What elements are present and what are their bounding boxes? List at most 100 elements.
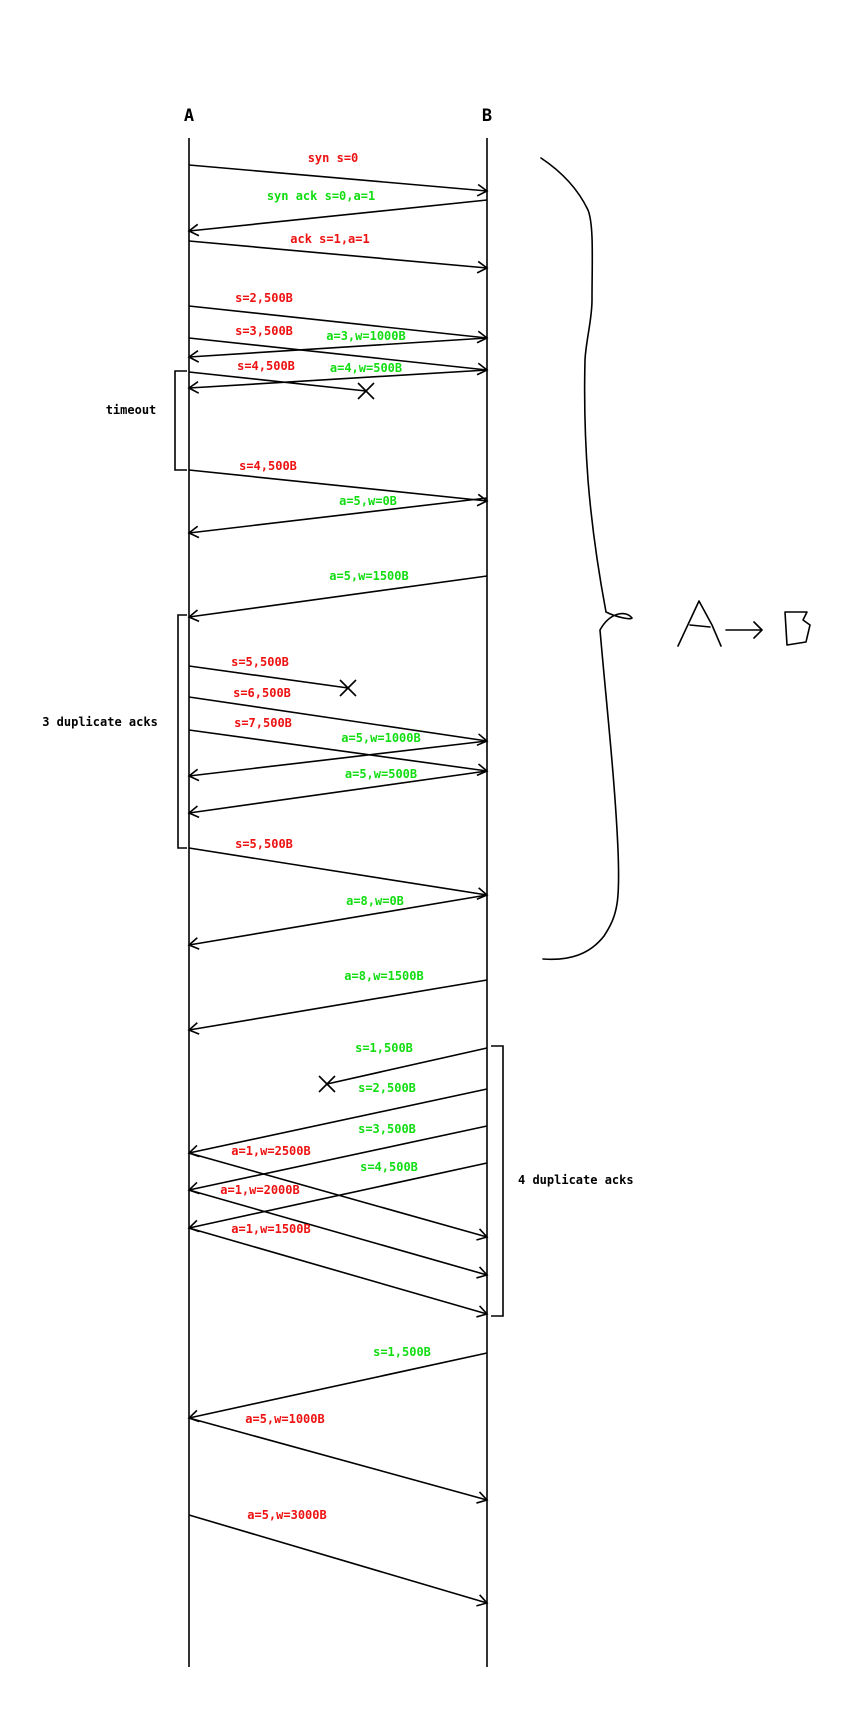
annotation-bracket bbox=[491, 1045, 504, 1317]
message-12: s=5,500B bbox=[188, 655, 357, 697]
message-arrow bbox=[188, 894, 488, 946]
message-arrow bbox=[188, 740, 488, 777]
message-label: a=5,w=1500B bbox=[329, 569, 408, 583]
message-label: a=8,w=1500B bbox=[344, 969, 423, 983]
message-label: a=5,w=500B bbox=[345, 767, 417, 781]
arrowhead-icon bbox=[476, 1228, 489, 1241]
message-arrow bbox=[188, 1125, 488, 1191]
message-11: a=5,w=1500B bbox=[187, 569, 488, 623]
message-arrow bbox=[188, 770, 488, 814]
message-arrow bbox=[188, 1352, 488, 1419]
message-arrow bbox=[188, 305, 488, 339]
arrowhead-icon bbox=[187, 381, 200, 394]
message-19: a=8,w=1500B bbox=[187, 969, 488, 1035]
message-arrow bbox=[188, 1514, 488, 1604]
lost-packet-cross-icon bbox=[357, 382, 375, 400]
message-3: ack s=1,a=1 bbox=[188, 232, 489, 274]
message-26: a=1,w=1500B bbox=[188, 1222, 489, 1318]
message-arrow bbox=[188, 696, 488, 742]
message-label: syn s=0 bbox=[308, 151, 359, 165]
arrowhead-icon bbox=[476, 260, 489, 274]
annotation-1: timeout bbox=[106, 370, 187, 471]
annotation-bracket bbox=[177, 614, 187, 849]
message-label: s=4,500B bbox=[360, 1160, 418, 1174]
message-label: s=4,500B bbox=[237, 359, 295, 373]
message-17: s=5,500B bbox=[188, 837, 489, 900]
arrowhead-icon bbox=[187, 609, 200, 623]
arrowhead-icon bbox=[187, 805, 200, 819]
lost-packet-cross-icon bbox=[339, 679, 357, 697]
message-label: a=4,w=500B bbox=[330, 361, 402, 375]
message-label: a=5,w=1000B bbox=[245, 1412, 324, 1426]
arrowhead-icon bbox=[187, 937, 200, 950]
message-25: a=1,w=2000B bbox=[188, 1183, 489, 1279]
arrowhead-icon bbox=[187, 223, 200, 237]
message-27: s=1,500B bbox=[187, 1345, 488, 1423]
arrowhead-icon bbox=[476, 1594, 489, 1607]
message-label: s=3,500B bbox=[235, 324, 293, 338]
message-label: s=4,500B bbox=[239, 459, 297, 473]
message-label: ack s=1,a=1 bbox=[290, 232, 369, 246]
message-arrow bbox=[188, 371, 367, 392]
message-6: a=3,w=1000B bbox=[187, 329, 488, 363]
annotation-bracket bbox=[174, 370, 187, 471]
message-16: a=5,w=500B bbox=[187, 767, 488, 819]
arrowhead-icon bbox=[187, 768, 200, 782]
message-arrow bbox=[188, 1417, 488, 1501]
arrowhead-icon bbox=[476, 493, 489, 507]
message-arrow bbox=[188, 1227, 488, 1315]
message-label: s=1,500B bbox=[355, 1041, 413, 1055]
message-14: s=7,500B bbox=[188, 716, 489, 777]
message-arrow bbox=[188, 337, 488, 358]
message-arrow bbox=[188, 1088, 488, 1154]
message-arrow bbox=[188, 665, 349, 689]
annotation-2: 3 duplicate acks bbox=[42, 614, 187, 849]
message-label: s=1,500B bbox=[373, 1345, 431, 1359]
message-18: a=8,w=0B bbox=[187, 894, 488, 950]
arrowhead-icon bbox=[476, 1491, 489, 1504]
message-label: s=6,500B bbox=[233, 686, 291, 700]
message-8: a=4,w=500B bbox=[187, 361, 488, 394]
message-24: a=1,w=2500B bbox=[188, 1144, 489, 1241]
message-label: s=5,500B bbox=[231, 655, 289, 669]
message-5: s=3,500B bbox=[188, 324, 489, 376]
message-label: a=3,w=1000B bbox=[326, 329, 405, 343]
message-2: syn ack s=0,a=1 bbox=[187, 189, 488, 237]
annotations: timeout 3 duplicate acks 4 duplicate acks bbox=[42, 370, 634, 1317]
arrowhead-icon bbox=[187, 1022, 200, 1035]
arrowhead-icon bbox=[187, 525, 200, 539]
message-arrow bbox=[188, 979, 488, 1031]
arrowhead-icon bbox=[187, 350, 200, 363]
annotation-3: 4 duplicate acks bbox=[491, 1045, 634, 1317]
message-arrow bbox=[188, 847, 488, 896]
message-label: a=5,w=3000B bbox=[247, 1508, 326, 1522]
message-4: s=2,500B bbox=[188, 291, 489, 344]
message-arrow bbox=[188, 729, 488, 772]
message-20: s=1,500B bbox=[318, 1041, 488, 1093]
message-label: s=5,500B bbox=[235, 837, 293, 851]
message-label: a=5,w=1000B bbox=[341, 731, 420, 745]
message-15: a=5,w=1000B bbox=[187, 731, 488, 782]
handwritten-note: A->B bbox=[540, 157, 811, 961]
message-label: s=2,500B bbox=[358, 1081, 416, 1095]
messages: syn s=0 syn ack s=0,a=1 ack s=1,a=1 s=2,500… bbox=[187, 151, 489, 1607]
message-arrow bbox=[188, 497, 488, 534]
message-28: a=5,w=1000B bbox=[188, 1412, 489, 1504]
annotation-label: timeout bbox=[106, 403, 157, 417]
arrowhead-icon bbox=[476, 1266, 489, 1279]
message-label: s=7,500B bbox=[234, 716, 292, 730]
message-7: s=4,500B bbox=[188, 359, 375, 400]
lifeline-label-a: A bbox=[184, 106, 194, 126]
message-label: a=1,w=1500B bbox=[231, 1222, 310, 1236]
message-arrow bbox=[188, 1152, 488, 1238]
annotation-label: 3 duplicate acks bbox=[42, 715, 158, 729]
message-label: s=2,500B bbox=[235, 291, 293, 305]
message-label: a=1,w=2500B bbox=[231, 1144, 310, 1158]
message-10: a=5,w=0B bbox=[187, 494, 488, 539]
message-label: a=5,w=0B bbox=[339, 494, 397, 508]
message-arrow bbox=[188, 240, 488, 269]
message-1: syn s=0 bbox=[188, 151, 489, 197]
lifeline-label-b: B bbox=[482, 106, 492, 126]
